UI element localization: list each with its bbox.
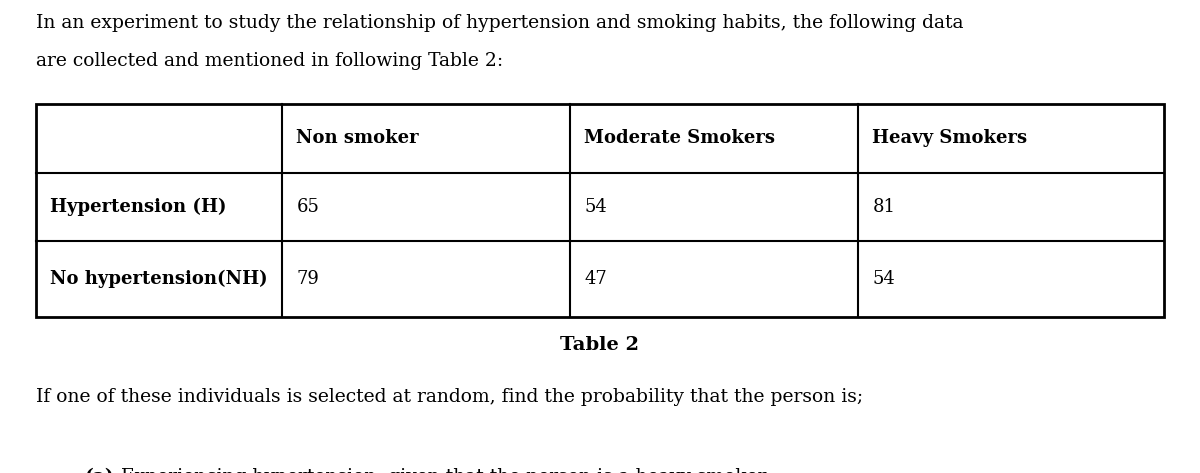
- Text: Table 2: Table 2: [560, 336, 640, 354]
- Text: are collected and mentioned in following Table 2:: are collected and mentioned in following…: [36, 52, 503, 70]
- Text: 79: 79: [296, 270, 319, 288]
- Text: No hypertension(NH): No hypertension(NH): [50, 270, 268, 288]
- Text: 47: 47: [584, 270, 607, 288]
- Text: Non smoker: Non smoker: [296, 129, 419, 148]
- Bar: [36, 104, 1164, 317]
- Text: Experiencing hypertension, given that the person is a heavy smoker.: Experiencing hypertension, given that th…: [115, 468, 770, 473]
- Text: If one of these individuals is selected at random, find the probability that the: If one of these individuals is selected …: [36, 388, 863, 406]
- Text: Hypertension (H): Hypertension (H): [50, 198, 227, 216]
- Text: Heavy Smokers: Heavy Smokers: [872, 129, 1027, 148]
- Text: Moderate Smokers: Moderate Smokers: [584, 129, 775, 148]
- Text: (a): (a): [84, 468, 114, 473]
- Text: In an experiment to study the relationship of hypertension and smoking habits, t: In an experiment to study the relationsh…: [36, 14, 964, 32]
- Text: 65: 65: [296, 198, 319, 216]
- Text: 54: 54: [584, 198, 607, 216]
- Text: 54: 54: [872, 270, 895, 288]
- Text: 81: 81: [872, 198, 895, 216]
